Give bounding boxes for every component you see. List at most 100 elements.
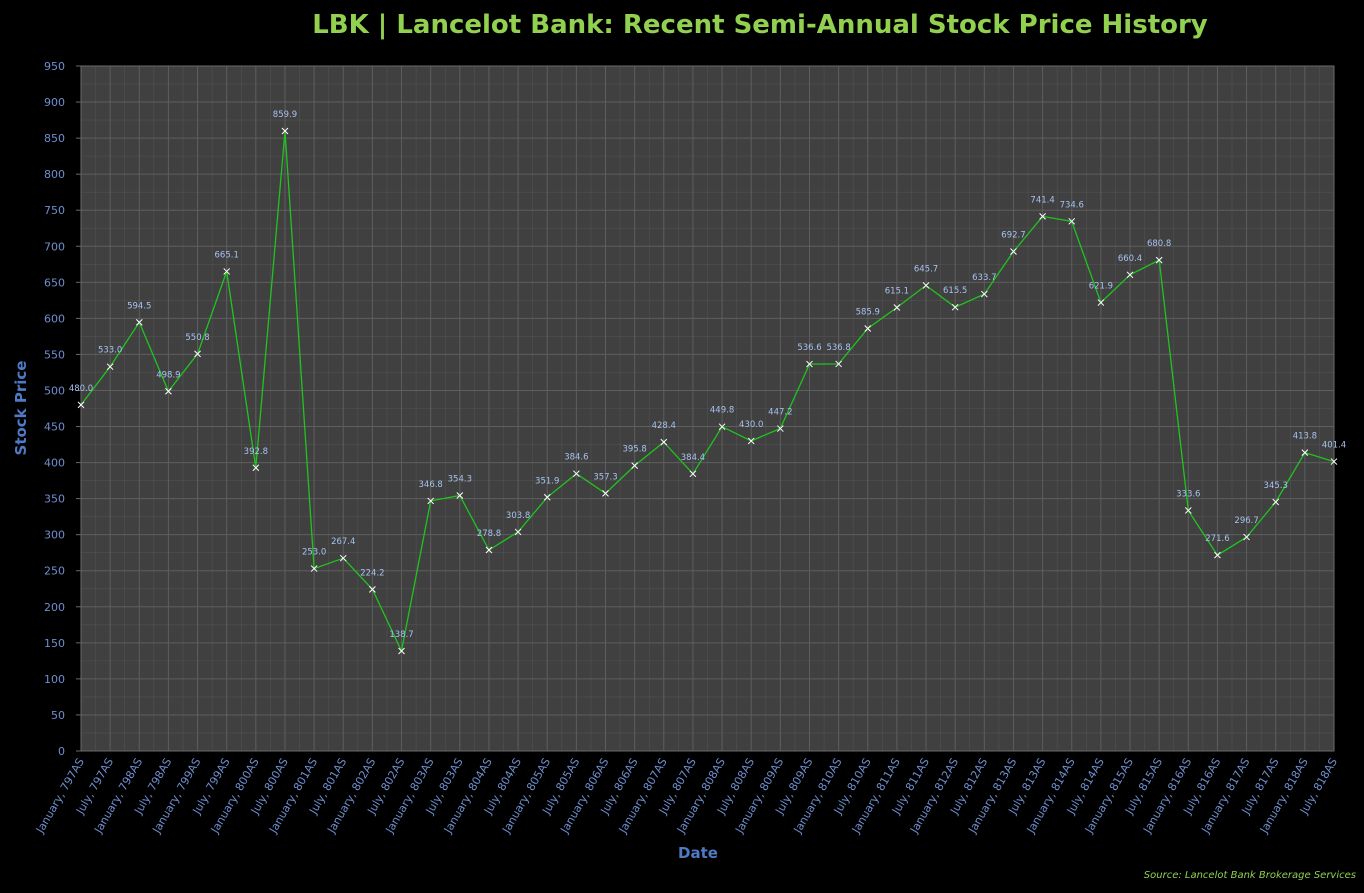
data-label: 333.6	[1176, 489, 1200, 499]
data-label: 430.0	[739, 420, 763, 430]
data-label: 296.7	[1234, 516, 1258, 526]
data-label: 692.7	[1001, 231, 1025, 241]
data-label: 428.4	[652, 421, 676, 431]
data-point	[951, 303, 959, 311]
data-label: 395.8	[622, 445, 646, 455]
data-label: 401.4	[1322, 441, 1346, 451]
data-point	[543, 493, 551, 501]
data-point	[1155, 256, 1163, 264]
data-label: 536.8	[826, 343, 850, 353]
data-point	[660, 438, 668, 446]
data-point	[369, 585, 376, 593]
y-tick-label: 900	[44, 96, 65, 109]
y-tick-label: 750	[44, 204, 65, 217]
y-tick-label: 250	[44, 565, 65, 578]
data-label: 267.4	[331, 537, 355, 547]
data-label: 645.7	[914, 264, 938, 274]
data-point	[835, 360, 842, 368]
data-label: 413.8	[1293, 432, 1317, 442]
data-label: 351.9	[535, 476, 559, 486]
data-point	[602, 490, 609, 497]
data-label: 621.9	[1089, 282, 1113, 292]
y-tick-label: 450	[44, 421, 65, 434]
data-label: 354.3	[448, 475, 472, 485]
data-point	[1097, 299, 1105, 306]
data-point	[1214, 551, 1221, 559]
data-label: 303.8	[506, 511, 530, 521]
data-point	[806, 360, 813, 368]
y-tick-label: 100	[44, 673, 65, 686]
data-label: 346.8	[419, 480, 443, 490]
y-tick-label: 700	[44, 240, 65, 253]
data-point	[281, 127, 289, 135]
data-label: 253.0	[302, 548, 326, 558]
data-point	[1184, 507, 1192, 514]
y-tick-label: 950	[44, 60, 65, 73]
data-label: 859.9	[273, 110, 297, 120]
data-point	[135, 318, 143, 326]
y-tick-label: 650	[44, 276, 65, 289]
data-point	[514, 528, 522, 536]
chart-title: LBK | Lancelot Bank: Recent Semi-Annual …	[312, 10, 1208, 40]
data-label: 615.1	[885, 286, 909, 296]
data-label: 271.6	[1205, 534, 1229, 544]
y-tick-label: 500	[44, 384, 65, 397]
x-tick-label: January, 797AS	[33, 756, 87, 836]
chart-source-note: Source: Lancelot Bank Brokerage Services	[1143, 870, 1356, 881]
series-line	[80, 130, 1335, 654]
data-point	[1010, 248, 1017, 255]
data-label: 615.5	[943, 286, 967, 296]
x-axis-title: Date	[678, 844, 718, 862]
data-point	[573, 470, 580, 478]
data-label: 680.8	[1147, 239, 1171, 249]
data-label: 357.3	[593, 472, 617, 482]
data-point	[194, 350, 201, 358]
data-point	[689, 470, 697, 478]
data-point	[980, 290, 988, 298]
data-label: 224.2	[360, 568, 384, 578]
data-point	[1330, 458, 1338, 465]
data-label: 660.4	[1118, 254, 1142, 264]
data-point	[718, 423, 726, 431]
data-label: 741.4	[1030, 195, 1054, 205]
data-point	[1068, 217, 1076, 225]
data-labels: 480.0 533.0 594.5 498.9 550.8 665.1 392.8 859.9…	[69, 110, 1346, 640]
data-point	[1243, 533, 1250, 541]
data-label: 384.4	[681, 453, 705, 463]
data-point	[106, 363, 114, 371]
data-point	[864, 325, 872, 332]
data-label: 536.6	[797, 343, 821, 353]
data-label: 384.6	[564, 453, 588, 463]
data-label: 665.1	[215, 250, 239, 260]
y-tick-label: 50	[51, 709, 65, 722]
data-label: 449.8	[710, 406, 734, 416]
data-point	[485, 546, 493, 554]
y-tick-label: 150	[44, 637, 65, 650]
data-label: 550.8	[185, 333, 209, 343]
data-point	[339, 554, 347, 562]
y-tick-label: 0	[58, 745, 65, 758]
data-point	[1039, 213, 1046, 220]
data-point	[922, 282, 930, 289]
data-label: 533.0	[98, 346, 122, 356]
y-tick-label: 550	[44, 348, 65, 361]
data-label: 392.8	[244, 447, 268, 457]
data-point	[310, 565, 318, 572]
data-label: 594.5	[127, 301, 151, 311]
y-tick-label: 350	[44, 493, 65, 506]
data-point	[456, 492, 464, 499]
data-point	[747, 437, 755, 445]
data-point	[631, 462, 639, 469]
data-label: 734.6	[1060, 200, 1084, 210]
data-point	[1126, 271, 1134, 279]
data-point	[252, 464, 260, 472]
data-label: 278.8	[477, 529, 501, 539]
data-point	[776, 425, 784, 432]
y-axis-title: Stock Price	[12, 361, 30, 456]
y-tick-label: 600	[44, 312, 65, 325]
y-axis-ticks: 0 50 100 150 200 250 300 350 400 450 500 550 600 650 7…	[44, 60, 81, 758]
data-label: 345.3	[1264, 481, 1288, 491]
data-point	[77, 401, 85, 409]
y-tick-label: 200	[44, 601, 65, 614]
